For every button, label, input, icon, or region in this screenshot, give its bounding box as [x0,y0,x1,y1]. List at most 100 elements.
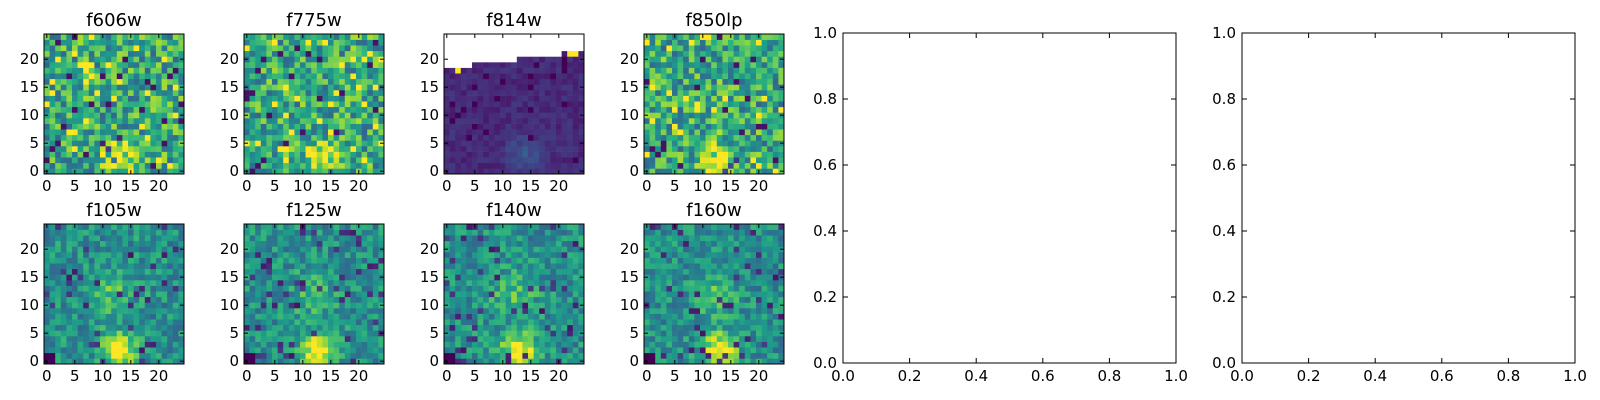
heatmap-cell [505,140,512,147]
heatmap-cell [649,341,656,348]
heatmap-cell [533,129,540,136]
heatmap-cell [567,39,574,46]
heatmap-cell [128,118,134,124]
heatmap-cell [483,263,490,270]
heatmap-cell [144,106,151,113]
heatmap-cell [361,123,368,130]
heatmap-cell [311,162,318,169]
heatmap-cell [700,56,706,63]
heatmap-cell [716,146,723,152]
heatmap-cell [722,134,729,141]
heatmap-cell [472,291,478,298]
heatmap-cell [339,280,346,286]
heatmap-cell [739,358,746,365]
heatmap-cell [516,296,523,303]
heatmap-cell [139,140,146,147]
heatmap-cell [260,224,267,230]
heatmap-cell [694,291,701,298]
heatmap-cell [660,162,667,169]
heatmap-cell [260,84,267,91]
heatmap-cell [483,146,490,152]
heatmap-cell [688,118,695,124]
heatmap-cell [283,257,290,264]
heatmap-cell [244,352,250,359]
heatmap-cell [311,62,318,68]
heatmap-cell [739,56,746,63]
heatmap-cell [700,347,706,354]
heatmap-cell [150,123,157,130]
heatmap-cell [550,146,557,152]
heatmap-cell [705,62,712,68]
heatmap-cell [728,39,734,46]
heatmap-cell [49,235,56,242]
heatmap-cell [83,268,90,275]
heatmap-cell [444,268,450,275]
heatmap-cell [128,151,134,158]
heatmap-cell [378,291,385,298]
heatmap-cell [494,229,501,236]
heatmap-cell [578,123,585,130]
heatmap-cell [578,45,585,52]
heatmap-cell [561,112,568,119]
heatmap-cell [649,280,656,286]
heatmap-cell [550,274,557,281]
heatmap-cell [578,62,585,68]
heatmap-cell [544,62,551,68]
heatmap-cell [316,129,323,136]
heatmap-cell [328,101,334,108]
heatmap-cell [460,358,467,365]
heatmap-cell [505,39,512,46]
heatmap-cell [305,106,312,113]
heatmap-cell [722,45,729,52]
heatmap-cell [361,240,368,247]
heatmap-cell [744,95,751,102]
heatmap-cell [328,73,334,80]
heatmap-cell [249,162,256,169]
heatmap-cell [66,50,73,57]
heatmap-cell [772,84,779,91]
heatmap-cell [455,224,462,230]
heatmap-cell [66,285,73,292]
heatmap-cell [150,78,157,85]
heatmap-cell [744,324,751,331]
heatmap-cell [316,274,323,281]
heatmap-cell [372,352,379,359]
heatmap-cell [744,73,751,80]
heatmap-cell [761,157,768,164]
heatmap-cell [128,252,134,258]
heatmap-cell [272,45,278,52]
heatmap-cell [761,56,768,63]
heatmap-cell [167,285,174,292]
y-tick-label: 15 [220,78,239,96]
heatmap-cell [128,62,134,68]
heatmap-cell [72,90,78,96]
heatmap-cell [88,313,95,320]
heatmap-cell [316,67,323,74]
heatmap-cell [711,62,718,68]
heatmap-cell [472,112,478,119]
heatmap-cell [249,95,256,102]
heatmap-cell [305,280,312,286]
heatmap-cell [167,274,174,281]
heatmap-cell [455,308,462,314]
heatmap-cell [249,73,256,80]
heatmap-cell [322,134,329,141]
heatmap-cell [266,302,273,309]
heatmap-cell [339,73,346,80]
heatmap-cell [294,129,301,136]
heatmap-cell [105,257,112,264]
heatmap-cell [472,151,478,158]
heatmap-cell [372,151,379,158]
heatmap-cell [244,78,250,85]
heatmap-cell [772,101,779,108]
heatmap-cell [511,106,518,113]
heatmap-cell [644,308,650,314]
heatmap-cell [567,268,574,275]
heatmap-cell [722,118,729,124]
heatmap-cell [750,291,757,298]
heatmap-cell [477,280,484,286]
heatmap-cell [300,352,306,359]
heatmap-cell [477,118,484,124]
heatmap-cell [328,280,334,286]
heatmap-cell [111,34,118,40]
